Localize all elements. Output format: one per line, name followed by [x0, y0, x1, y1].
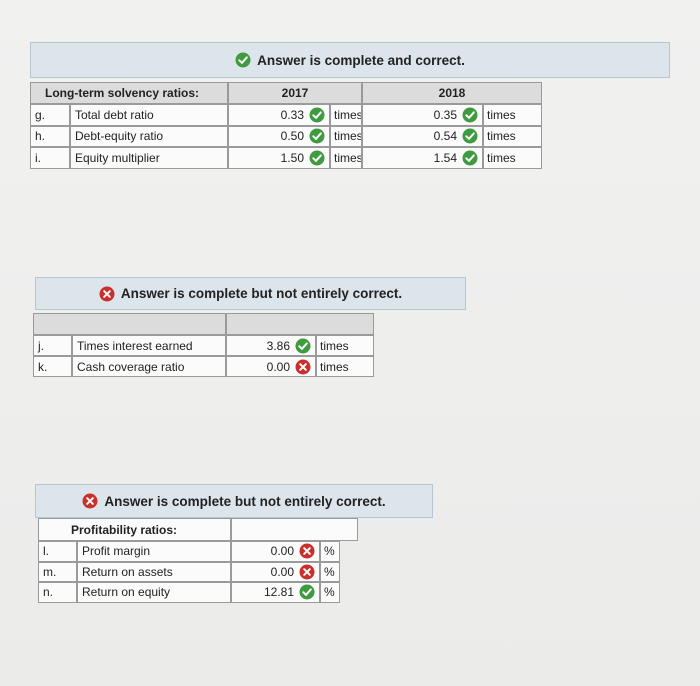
row-label: Times interest earned [72, 335, 226, 356]
banner-text: Answer is complete and correct. [257, 52, 465, 68]
value-text: 0.00 [270, 544, 294, 559]
value-cell: 1.50 [228, 147, 330, 169]
row-letter: n. [38, 582, 77, 603]
value-cell: 0.50 [228, 125, 330, 147]
header-column: 2017 [228, 82, 362, 104]
row-label: Cash coverage ratio [72, 356, 226, 377]
row-label: Profit margin [77, 541, 231, 562]
value-text: 1.50 [280, 150, 304, 165]
value-cell: 12.81 [231, 582, 320, 603]
banner-text: Answer is complete but not entirely corr… [120, 286, 403, 301]
value-text: 0.35 [433, 107, 457, 122]
answer-banner: Answer is complete but not entirely corr… [35, 484, 433, 518]
unit-cell: times [330, 104, 362, 126]
x-icon [295, 359, 311, 374]
value-cell: 0.00 [231, 541, 320, 562]
x-icon [299, 543, 315, 559]
row-letter: i. [30, 147, 70, 169]
x-icon [82, 493, 98, 509]
value-cell: 3.86 [226, 335, 316, 356]
row-label: Total debt ratio [70, 104, 228, 126]
value-cell: 0.00 [226, 356, 316, 377]
value-cell: 1.54 [362, 147, 483, 169]
row-label: Return on equity [77, 582, 231, 603]
check-icon [462, 128, 478, 144]
unit-cell: times [316, 356, 374, 377]
check-icon [295, 338, 311, 353]
row-letter: h. [30, 125, 70, 147]
row-letter: j. [33, 335, 72, 356]
unit-cell: times [330, 147, 362, 169]
header-column [226, 313, 374, 335]
unit-cell: times [330, 125, 362, 147]
answer-banner: Answer is complete but not entirely corr… [35, 277, 466, 310]
header-label [33, 313, 226, 335]
value-text: 0.50 [280, 129, 304, 144]
header-column: 2018 [362, 82, 542, 104]
value-text: 0.33 [280, 107, 304, 122]
header-label: Long-term solvency ratios: [30, 82, 228, 104]
row-label: Return on assets [77, 561, 231, 582]
value-text: 12.81 [263, 585, 294, 600]
row-label: Debt-equity ratio [70, 125, 228, 147]
unit-cell: % [320, 582, 340, 603]
value-cell: 0.33 [228, 104, 330, 126]
value-text: 3.86 [266, 338, 290, 353]
x-icon [99, 286, 115, 301]
value-cell: 0.35 [362, 104, 483, 126]
row-letter: l. [38, 541, 77, 562]
check-icon [309, 150, 325, 166]
header-column [231, 518, 358, 541]
check-icon [299, 584, 315, 600]
unit-cell: % [320, 561, 340, 582]
value-text: 0.54 [433, 129, 457, 144]
check-icon [462, 150, 478, 166]
value-cell: 0.00 [231, 561, 320, 582]
unit-cell: times [483, 147, 542, 169]
check-icon [235, 52, 251, 68]
check-icon [309, 107, 325, 123]
unit-cell: times [316, 335, 374, 356]
row-letter: k. [33, 356, 72, 377]
value-text: 0.00 [266, 359, 290, 374]
banner-text: Answer is complete but not entirely corr… [104, 493, 386, 509]
unit-cell: % [320, 541, 340, 562]
unit-cell: times [483, 125, 542, 147]
value-text: 1.54 [433, 150, 457, 165]
check-icon [309, 128, 325, 144]
row-letter: g. [30, 104, 70, 126]
check-icon [462, 107, 478, 123]
row-letter: m. [38, 561, 77, 582]
value-cell: 0.54 [362, 125, 483, 147]
row-label: Equity multiplier [70, 147, 228, 169]
value-text: 0.00 [270, 564, 294, 579]
header-label: Profitability ratios: [38, 518, 231, 541]
unit-cell: times [483, 104, 542, 126]
x-icon [299, 564, 315, 580]
answer-banner: Answer is complete and correct. [30, 42, 670, 78]
